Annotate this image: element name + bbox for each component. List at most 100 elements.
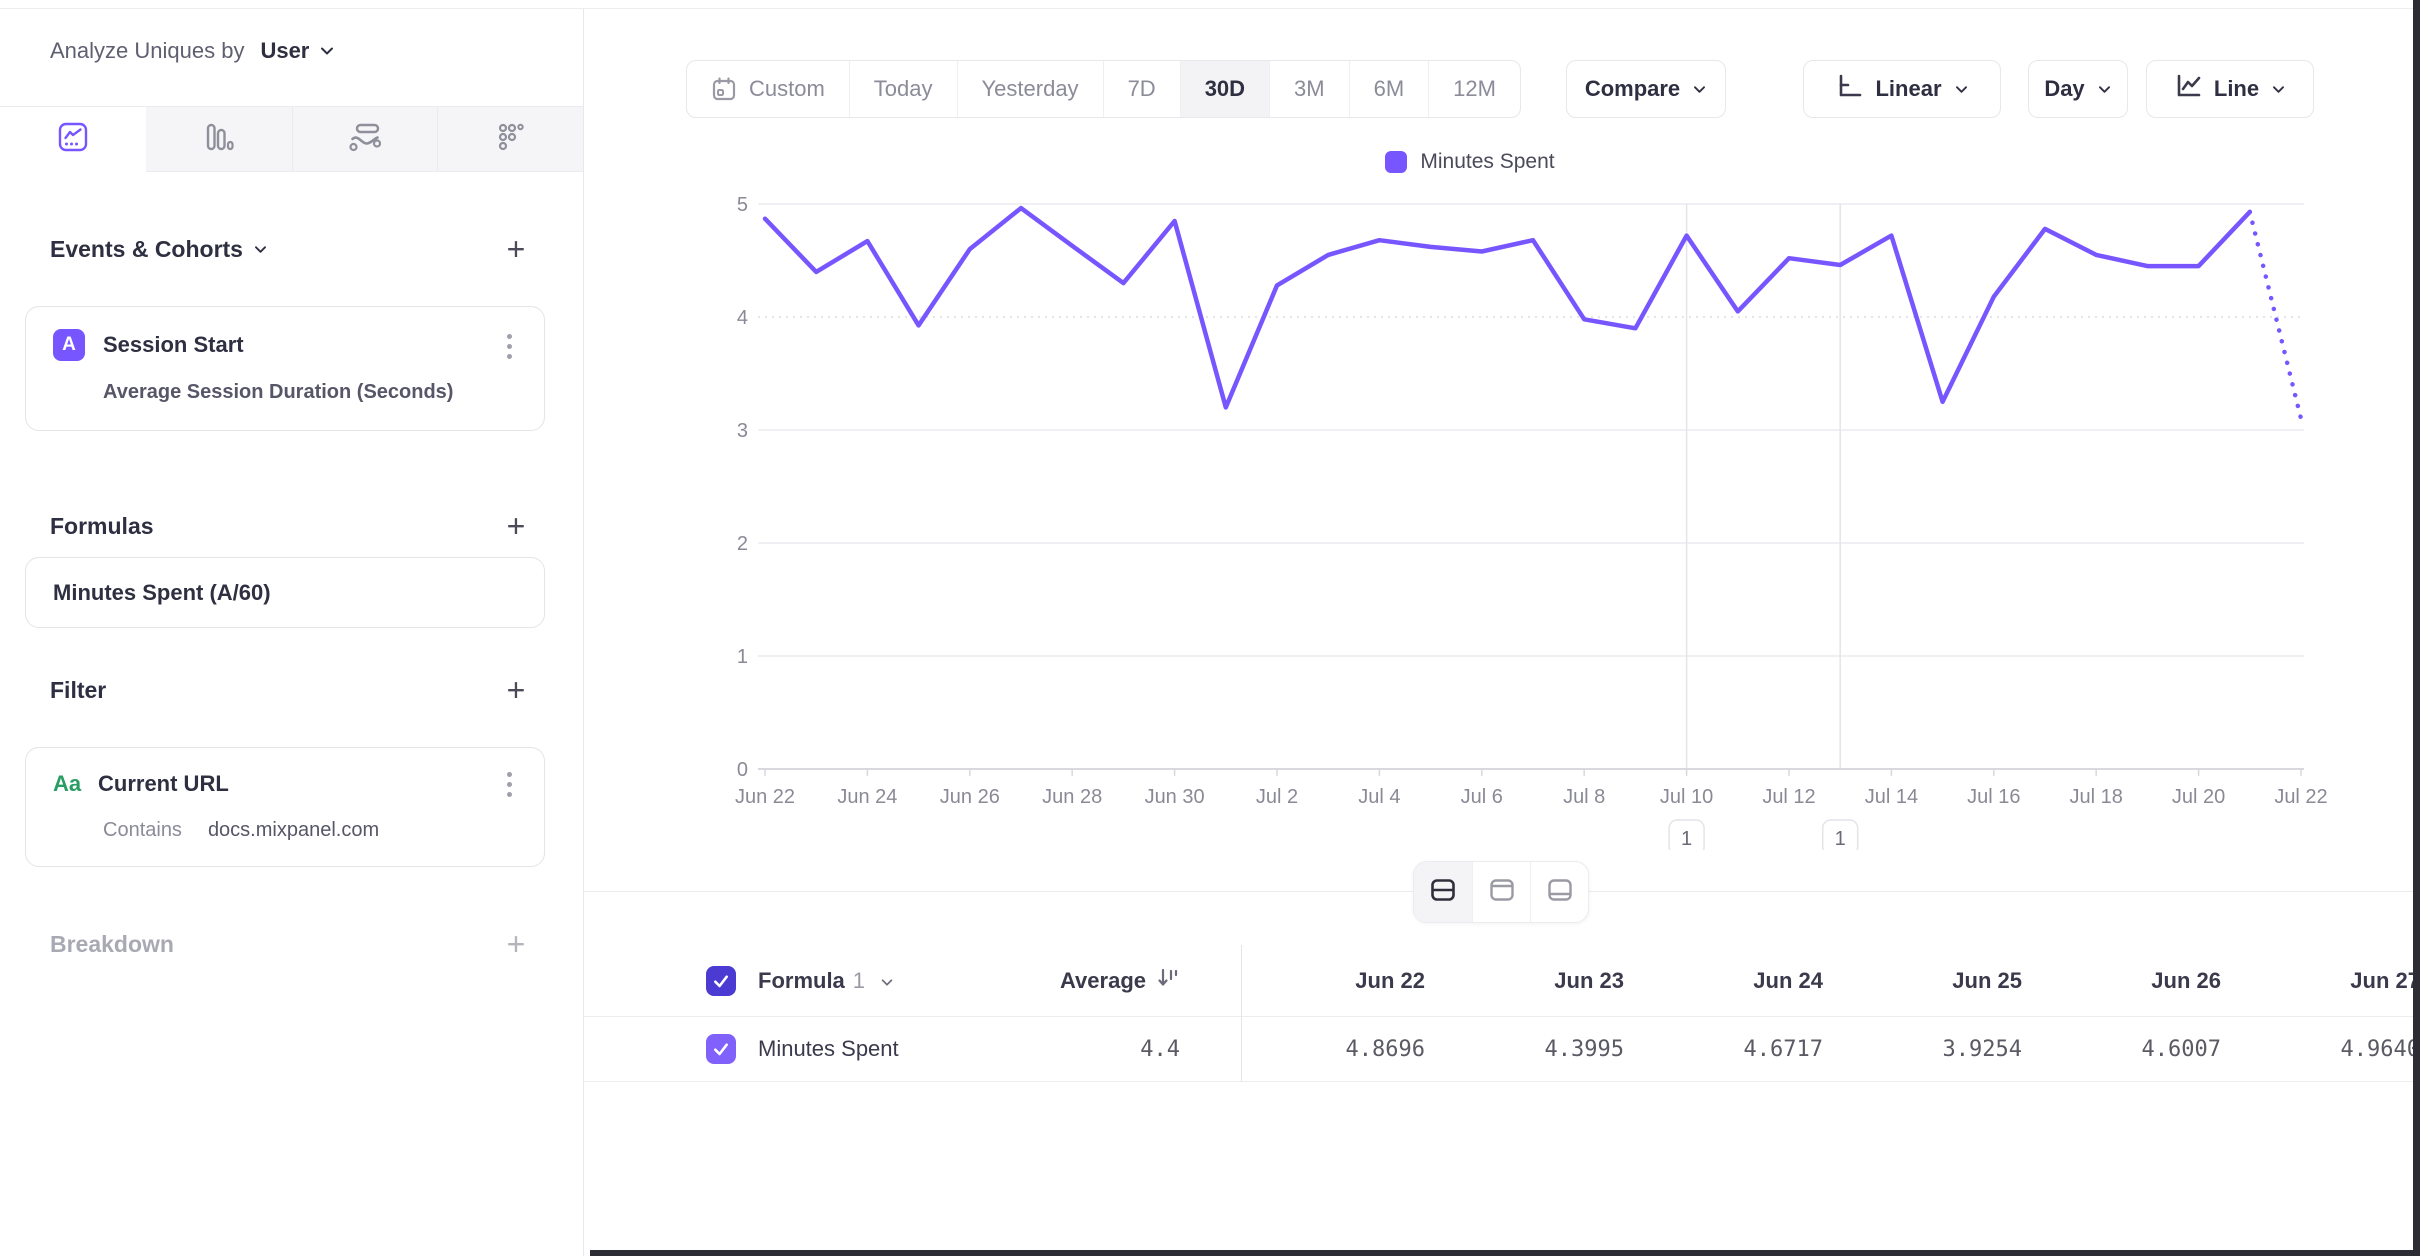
event-title[interactable]: Session Start bbox=[103, 332, 244, 357]
top-border bbox=[0, 8, 2420, 9]
table-view-icon bbox=[1546, 876, 1574, 909]
tab-line-chart[interactable] bbox=[0, 107, 146, 172]
svg-text:Jul 10: Jul 10 bbox=[1660, 786, 1713, 808]
range-yesterday[interactable]: Yesterday bbox=[956, 61, 1103, 117]
events-cohorts-header: Events & Cohorts + bbox=[50, 230, 533, 267]
formula-card[interactable]: Minutes Spent (A/60) bbox=[25, 557, 545, 628]
tab-bar-chart[interactable] bbox=[145, 107, 292, 172]
column-header-jun-25[interactable]: Jun 25 bbox=[1952, 967, 2022, 993]
column-header-jun-27[interactable]: Jun 27 bbox=[2350, 967, 2420, 993]
chevron-down-icon bbox=[880, 977, 894, 988]
sort-icon[interactable] bbox=[1156, 966, 1180, 995]
range-30d[interactable]: 30D bbox=[1179, 61, 1270, 117]
annotation-chip-jul-10[interactable] bbox=[1668, 819, 1705, 850]
filter-property-name[interactable]: Current URL bbox=[98, 770, 229, 796]
event-aggregation[interactable]: Average Session Duration (Seconds) bbox=[103, 381, 454, 403]
date-range-control: Custom Today Yesterday 7D 30D 3M 6M 12M bbox=[686, 60, 1521, 118]
svg-text:Jun 26: Jun 26 bbox=[940, 786, 1000, 808]
add-event-button[interactable]: + bbox=[506, 230, 526, 267]
event-letter-badge: A bbox=[53, 329, 85, 361]
svg-text:Jul 14: Jul 14 bbox=[1865, 786, 1918, 808]
kebab-menu-icon[interactable] bbox=[494, 332, 524, 359]
column-header-jun-23[interactable]: Jun 23 bbox=[1554, 967, 1624, 993]
scale-selector-button[interactable]: Linear bbox=[1803, 60, 2001, 118]
chart-style-selector-button[interactable]: Line bbox=[2146, 60, 2314, 118]
filter-operator[interactable]: Contains bbox=[103, 819, 182, 841]
annotation-chip-jul-13[interactable] bbox=[1821, 819, 1859, 850]
line-chart[interactable]: 0 1 2 3 4 5 Jun 22 Jun 24 Jun 26 Jun 28 Jun 30 Jul … bbox=[700, 190, 2406, 850]
column-header-jun-26[interactable]: Jun 26 bbox=[2151, 967, 2221, 993]
group-column-header[interactable]: Formula 1 bbox=[758, 968, 894, 994]
svg-text:Jul 18: Jul 18 bbox=[2070, 786, 2123, 808]
kebab-menu-icon[interactable] bbox=[494, 770, 524, 797]
bar-chart-icon bbox=[204, 122, 234, 157]
cell-value-jun-24: 4.6717 bbox=[1743, 1036, 1823, 1062]
svg-text:Jul 12: Jul 12 bbox=[1762, 786, 1815, 808]
average-column-header[interactable]: Average bbox=[1059, 967, 1146, 993]
interval-selector-button[interactable]: Day bbox=[2028, 60, 2128, 118]
svg-text:Jun 28: Jun 28 bbox=[1042, 786, 1102, 808]
row-label[interactable]: Minutes Spent bbox=[758, 1036, 899, 1061]
tab-grid-table[interactable] bbox=[437, 107, 583, 172]
filter-value[interactable]: docs.mixpanel.com bbox=[207, 819, 380, 841]
svg-text:Jul 20: Jul 20 bbox=[2172, 786, 2225, 808]
svg-text:0: 0 bbox=[737, 759, 748, 781]
legend-label: Minutes Spent bbox=[1420, 150, 1555, 173]
chevron-down-icon bbox=[1692, 84, 1707, 95]
chart-type-tabs bbox=[0, 106, 583, 172]
event-card-session-start[interactable]: A Session Start Average Session Duration… bbox=[25, 306, 545, 431]
svg-text:Jul 2: Jul 2 bbox=[1256, 786, 1298, 808]
svg-text:Jul 6: Jul 6 bbox=[1461, 786, 1503, 808]
layout-split-view-button[interactable] bbox=[1414, 862, 1472, 922]
range-7d[interactable]: 7D bbox=[1102, 61, 1180, 117]
cell-value-jun-25: 3.9254 bbox=[1942, 1036, 2022, 1062]
svg-text:Jul 16: Jul 16 bbox=[1967, 786, 2020, 808]
compare-button[interactable]: Compare bbox=[1566, 60, 1726, 118]
analyze-uniques-value[interactable]: User bbox=[260, 38, 310, 63]
svg-text:3: 3 bbox=[737, 420, 748, 442]
range-6m[interactable]: 6M bbox=[1348, 61, 1429, 117]
column-header-jun-24[interactable]: Jun 24 bbox=[1753, 967, 1823, 993]
layout-table-view-button[interactable] bbox=[1530, 862, 1588, 922]
row-checkbox[interactable] bbox=[706, 1034, 736, 1064]
legend-swatch-minutes-spent bbox=[1385, 151, 1408, 173]
add-breakdown-button[interactable]: + bbox=[506, 925, 526, 962]
flow-chart-icon bbox=[349, 122, 381, 157]
range-custom[interactable]: Custom bbox=[687, 61, 849, 117]
analyze-uniques-control[interactable]: Analyze Uniques by User bbox=[50, 31, 335, 71]
svg-text:Jul 8: Jul 8 bbox=[1563, 786, 1605, 808]
formula-expression[interactable]: Minutes Spent (A/60) bbox=[53, 580, 271, 605]
horizontal-scrollbar[interactable] bbox=[590, 1250, 2413, 1256]
results-table: Formula 1 Average Jun 22 Jun 23 Jun 24 Jun 2… bbox=[584, 945, 2420, 1082]
table-row-minutes-spent: Minutes Spent 4.4 4.8696 4.3995 4.6717 3.92… bbox=[584, 1017, 2420, 1082]
select-all-checkbox[interactable] bbox=[706, 965, 736, 996]
cell-value-jun-22: 4.8696 bbox=[1345, 1036, 1425, 1062]
range-3m[interactable]: 3M bbox=[1269, 61, 1349, 117]
chart-legend: Minutes Spent bbox=[640, 150, 2300, 174]
chevron-down-icon bbox=[2097, 84, 2112, 95]
filter-title: Filter bbox=[50, 676, 107, 703]
column-header-jun-22[interactable]: Jun 22 bbox=[1355, 967, 1425, 993]
calendar-icon bbox=[711, 76, 737, 102]
chart-view-icon bbox=[1488, 876, 1516, 909]
filter-header: Filter + bbox=[50, 671, 533, 708]
split-view-icon bbox=[1429, 876, 1457, 909]
table-header-row: Formula 1 Average Jun 22 Jun 23 Jun 24 Jun 2… bbox=[584, 945, 2420, 1017]
vertical-scrollbar[interactable] bbox=[2413, 0, 2420, 1256]
svg-text:1: 1 bbox=[1681, 828, 1692, 850]
filter-card-current-url[interactable]: Aa Current URL Contains docs.mixpanel.co… bbox=[25, 747, 545, 867]
row-average-value: 4.4 bbox=[1140, 1036, 1180, 1062]
range-12m[interactable]: 12M bbox=[1428, 61, 1520, 117]
layout-chart-view-button[interactable] bbox=[1472, 862, 1530, 922]
range-today[interactable]: Today bbox=[848, 61, 957, 117]
cell-value-jun-26: 4.6007 bbox=[2141, 1036, 2221, 1062]
events-cohorts-title[interactable]: Events & Cohorts bbox=[50, 236, 268, 263]
breakdown-header: Breakdown + bbox=[50, 925, 533, 962]
line-style-icon bbox=[2174, 72, 2202, 106]
linear-scale-icon bbox=[1835, 72, 1863, 106]
formulas-header: Formulas + bbox=[50, 507, 533, 544]
add-filter-button[interactable]: + bbox=[506, 671, 526, 708]
query-builder-sidebar: Analyze Uniques by User bbox=[0, 9, 583, 1256]
tab-flow-chart[interactable] bbox=[291, 107, 438, 172]
add-formula-button[interactable]: + bbox=[506, 507, 526, 544]
